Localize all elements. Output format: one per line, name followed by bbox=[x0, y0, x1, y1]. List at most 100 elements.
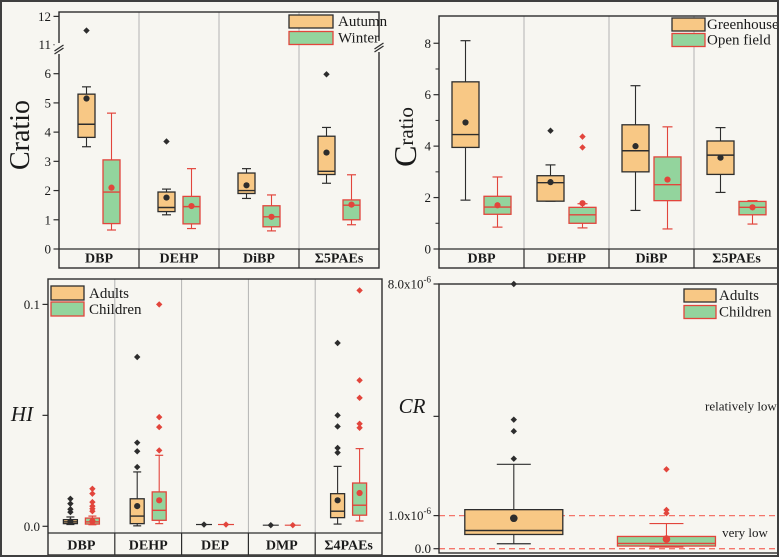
mean-marker bbox=[749, 204, 756, 211]
legend-label: Adults bbox=[89, 286, 129, 302]
category-label: DEHP bbox=[547, 252, 586, 267]
mean-marker bbox=[323, 149, 330, 156]
legend-label: Adults bbox=[719, 288, 759, 304]
box-Children-group bbox=[218, 521, 234, 528]
y-axis-title: Cratio bbox=[5, 100, 36, 170]
svg-text:6: 6 bbox=[45, 66, 52, 81]
mean-marker bbox=[664, 176, 671, 183]
legend-label: Children bbox=[719, 305, 772, 321]
panel-frame bbox=[58, 11, 380, 269]
svg-text:4: 4 bbox=[45, 125, 52, 140]
legend-label: Children bbox=[89, 302, 142, 318]
legend-label: Greenhouse bbox=[707, 17, 779, 33]
legend-swatch-green bbox=[683, 304, 717, 320]
x-axis-categories: DBP DEHP DiBP Σ5PAEs bbox=[468, 252, 762, 267]
box-Autumn-group bbox=[317, 71, 336, 184]
box-Adults-group bbox=[464, 280, 564, 545]
box-rect bbox=[351, 482, 368, 516]
mean-marker bbox=[108, 184, 115, 191]
box-Children-group bbox=[616, 466, 717, 548]
svg-text:0: 0 bbox=[45, 242, 52, 257]
legend-label: Winter bbox=[338, 31, 379, 47]
box-Adults-group bbox=[262, 521, 279, 529]
legend-swatch-orange bbox=[683, 288, 717, 303]
box-Autumn-group bbox=[237, 168, 256, 200]
category-label: Σ4PAEs bbox=[324, 539, 373, 554]
x-axis-categories: DBP DEHP DiBP Σ5PAEs bbox=[85, 252, 364, 267]
svg-text:3: 3 bbox=[45, 154, 52, 169]
mean-marker bbox=[243, 182, 250, 189]
legend-swatch-green bbox=[50, 301, 85, 317]
category-label: Σ5PAEs bbox=[315, 252, 364, 267]
mean-marker bbox=[89, 518, 96, 525]
svg-text:1.0x10-6: 1.0x10-6 bbox=[388, 506, 432, 523]
category-label: DEP bbox=[201, 539, 229, 554]
box-rect bbox=[182, 195, 201, 225]
mean-marker bbox=[83, 95, 90, 102]
svg-text:1: 1 bbox=[45, 212, 52, 227]
svg-text:0.1: 0.1 bbox=[24, 297, 40, 312]
y-axis: 0.0 1.0x10-6 8.0x10-6 bbox=[388, 275, 439, 555]
svg-text:0: 0 bbox=[425, 242, 432, 257]
x-axis-categories: DBP DEHP DEP DMP Σ4PAEs bbox=[67, 539, 373, 554]
panel-frame bbox=[438, 283, 777, 554]
box-Adults-group bbox=[196, 521, 212, 528]
box-Open field-group bbox=[738, 200, 767, 225]
mean-marker bbox=[356, 489, 363, 497]
box-Adults-group bbox=[129, 353, 145, 527]
box-Autumn-group bbox=[77, 27, 96, 148]
mean-marker bbox=[579, 200, 586, 207]
mean-marker bbox=[163, 194, 170, 201]
category-label: DBP bbox=[468, 252, 496, 267]
category-label: DBP bbox=[67, 539, 95, 554]
box-Open field-group bbox=[483, 176, 512, 228]
svg-text:2: 2 bbox=[425, 190, 432, 205]
box-Adults-group bbox=[329, 339, 346, 525]
box-Children-group bbox=[151, 301, 167, 525]
mean-marker bbox=[67, 518, 74, 525]
box-Greenhouse-group bbox=[621, 85, 650, 212]
mean-marker bbox=[662, 535, 671, 543]
category-label: DEHP bbox=[129, 539, 168, 554]
y-axis-title: CR bbox=[399, 394, 426, 418]
box-rect bbox=[157, 191, 176, 213]
box-Greenhouse-group bbox=[706, 127, 735, 194]
svg-text:8: 8 bbox=[425, 36, 432, 51]
mean-marker bbox=[134, 503, 141, 510]
box-Open field-group bbox=[568, 133, 597, 229]
svg-text:0.0: 0.0 bbox=[24, 519, 40, 534]
y-axis-title: HI bbox=[10, 402, 34, 426]
category-label: Σ5PAEs bbox=[712, 252, 761, 267]
mean-marker bbox=[632, 143, 639, 150]
mean-marker bbox=[510, 514, 518, 523]
box-Children-group bbox=[84, 485, 101, 526]
legend-swatch-green bbox=[671, 32, 706, 48]
box-Open field-group bbox=[653, 126, 682, 230]
legend-swatch-orange bbox=[671, 17, 706, 32]
svg-text:2: 2 bbox=[45, 183, 52, 198]
box-Winter-group bbox=[102, 112, 121, 231]
panel-frame bbox=[47, 278, 383, 555]
mean-marker bbox=[717, 154, 724, 161]
legend-label: Open field bbox=[707, 33, 771, 49]
svg-text:11: 11 bbox=[38, 37, 51, 52]
mean-marker bbox=[268, 213, 275, 220]
mean-marker bbox=[188, 202, 195, 210]
mean-marker bbox=[547, 179, 554, 186]
legend-swatch-orange bbox=[288, 14, 334, 29]
y-axis: 0 2 4 6 8 bbox=[425, 36, 439, 257]
box-Winter-group bbox=[262, 194, 281, 232]
box-Winter-group bbox=[342, 174, 361, 226]
panel-cr: 0.0 1.0x10-6 8.0x10-6 relatively low very lo… bbox=[388, 275, 777, 555]
box-rect bbox=[151, 491, 167, 521]
box-Adults-group bbox=[62, 495, 79, 526]
box-Children-group bbox=[284, 521, 301, 529]
box-rect bbox=[77, 93, 96, 139]
